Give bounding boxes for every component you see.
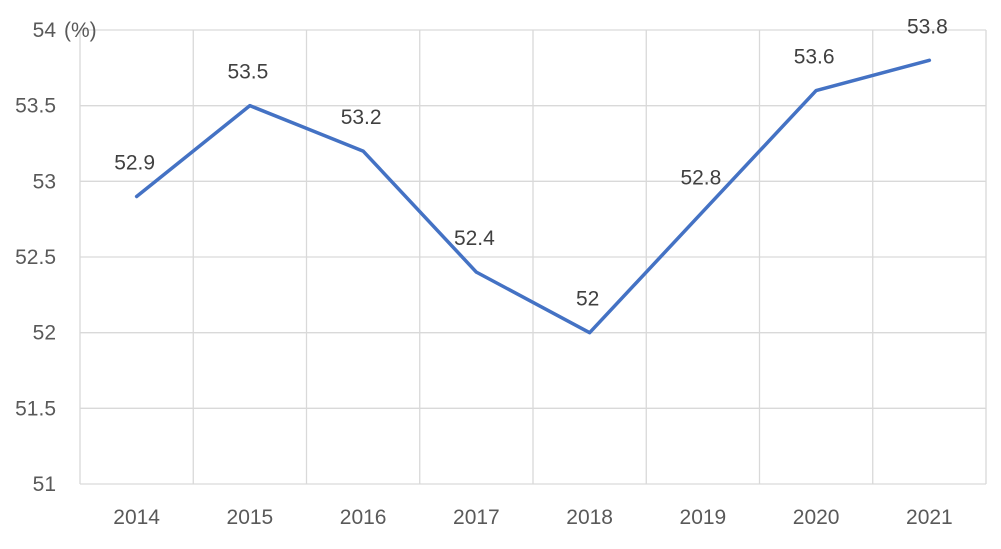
data-label: 53.2 [341, 106, 382, 129]
y-tick-label: 53 [33, 170, 56, 193]
x-tick-label: 2019 [680, 506, 727, 529]
y-tick-label: 51 [33, 473, 56, 496]
x-tick-label: 2016 [340, 506, 387, 529]
x-tick-label: 2017 [453, 506, 500, 529]
series-layer [134, 58, 932, 335]
data-label: 52.9 [114, 151, 155, 174]
data-label: 53.8 [907, 15, 948, 38]
y-tick-label: 52.5 [15, 246, 56, 269]
y-axis: 51 51.5 52 52.5 53 53.5 54 [15, 19, 56, 496]
y-tick-label: 51.5 [15, 397, 56, 420]
y-tick-label: 52 [33, 322, 56, 345]
x-tick-label: 2020 [793, 506, 840, 529]
y-unit-label: (%) [64, 19, 97, 42]
y-tick-label: 53.5 [15, 95, 56, 118]
data-label: 52.8 [680, 167, 721, 190]
x-tick-label: 2018 [566, 506, 613, 529]
series-line [134, 58, 932, 335]
x-axis: 2014 2015 2016 2017 2018 2019 2020 2021 [113, 506, 952, 529]
x-tick-label: 2015 [227, 506, 274, 529]
data-label: 53.6 [794, 46, 835, 69]
y-tick-label: 54 [33, 19, 57, 42]
x-tick-label: 2021 [906, 506, 953, 529]
data-label: 52.4 [454, 227, 495, 250]
data-labels: 52.9 53.5 53.2 52.4 52 52.8 53.6 53.8 [114, 15, 948, 310]
gridlines [79, 29, 987, 485]
data-label: 53.5 [227, 61, 268, 84]
data-label: 52 [576, 288, 599, 311]
x-tick-label: 2014 [113, 506, 160, 529]
